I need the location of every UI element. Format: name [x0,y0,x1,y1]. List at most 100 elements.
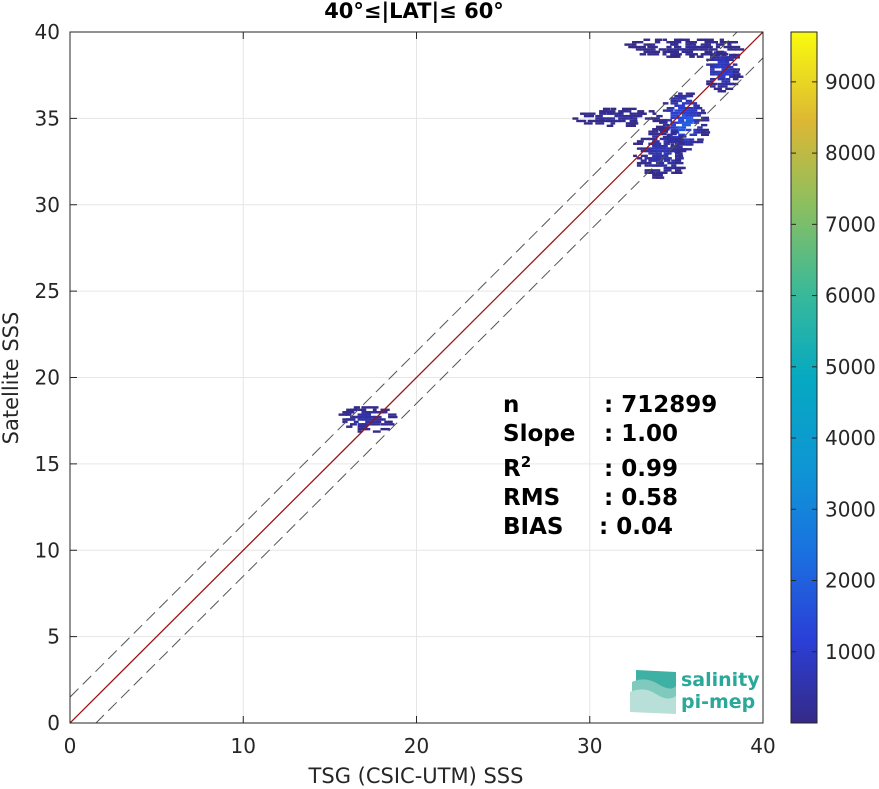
density-cell [717,75,726,78]
density-cell [708,53,713,56]
density-cell [729,82,735,86]
density-cell [610,119,618,123]
density-cell [587,119,597,123]
density-cell [662,38,668,41]
density-cell [652,159,657,162]
density-cell [636,157,643,160]
density-cell [353,406,360,409]
density-cell [652,135,659,138]
density-cell [719,53,729,56]
density-cell [610,117,615,120]
density-cell [721,73,726,76]
density-cell [689,102,698,105]
density-cell [671,132,677,136]
y-tick-label: 25 [35,279,60,303]
density-cell [709,56,719,59]
density-cell [656,114,663,118]
density-cell [659,128,667,131]
density-cell [681,123,691,127]
density-cell [629,107,637,111]
density-cell [618,117,626,120]
y-tick-label: 35 [35,106,60,130]
density-cell [648,110,655,113]
density-cell [689,138,695,141]
stat-value: : 1.00 [604,421,678,447]
density-cell [662,50,670,54]
density-cell [725,73,734,76]
density-cell [655,147,665,150]
dashed-offset-line [70,32,738,698]
stat-value: : 0.04 [599,514,673,540]
density-cell [670,55,677,58]
density-cell [647,45,654,49]
density-cell [644,164,649,167]
density-cell [693,131,701,134]
density-cell [670,116,677,120]
density-cell [689,92,695,95]
colorbar-gradient [790,31,818,724]
density-cell [640,147,646,150]
density-cell [678,97,687,100]
x-tick-label: 30 [577,734,602,758]
density-cell [654,38,663,41]
density-cell [712,40,719,44]
density-cell [659,161,665,165]
density-cell [372,408,377,412]
density-cell [647,53,656,56]
density-cell [636,164,642,167]
density-cell [670,43,678,46]
density-cell [717,85,725,88]
identity-line [70,32,763,723]
colorbar-tick-label: 7000 [825,212,876,236]
density-cell [732,68,741,71]
density-cell [674,152,682,155]
y-tick-label: 15 [35,452,60,476]
density-cell [655,176,660,179]
density-cell [674,159,682,162]
density-cell [685,94,694,98]
density-cell [361,423,366,426]
density-cell [713,63,720,66]
density-cell [729,53,736,57]
density-cell [681,111,691,115]
density-cells [338,38,745,433]
density-cell [365,415,371,419]
density-cell [361,418,369,421]
density-cell [670,121,679,124]
density-cell [652,164,660,167]
density-cell [667,152,672,155]
density-cell [647,50,652,54]
density-cell [651,48,656,51]
density-cell [678,135,687,138]
density-cell [693,45,702,49]
density-cell [580,119,587,123]
density-cell [725,68,733,71]
density-cell [721,65,728,69]
density-cell [655,164,663,167]
density-cell [658,48,667,51]
density-cell [629,114,639,118]
density-cell [670,97,676,100]
density-cell [678,116,688,120]
density-cell [606,119,611,123]
density-cell [709,58,716,62]
density-cell [632,43,637,46]
y-axis-label: Satellite SSS [0,312,23,445]
density-cell [704,43,712,46]
density-cell [666,133,673,136]
density-cell [652,140,660,143]
dashed-offset-line [95,57,763,723]
density-cell [606,117,612,120]
density-cell [652,169,661,172]
density-cell [632,40,639,44]
density-cell [697,106,703,110]
density-cell [349,408,358,412]
density-cell [717,77,726,81]
density-cell [670,111,680,115]
density-cell [640,137,650,141]
x-tick-label: 40 [750,734,775,758]
density-cell [697,111,707,115]
density-cell [709,68,715,71]
density-cell [648,171,656,175]
density-cell [732,75,741,78]
